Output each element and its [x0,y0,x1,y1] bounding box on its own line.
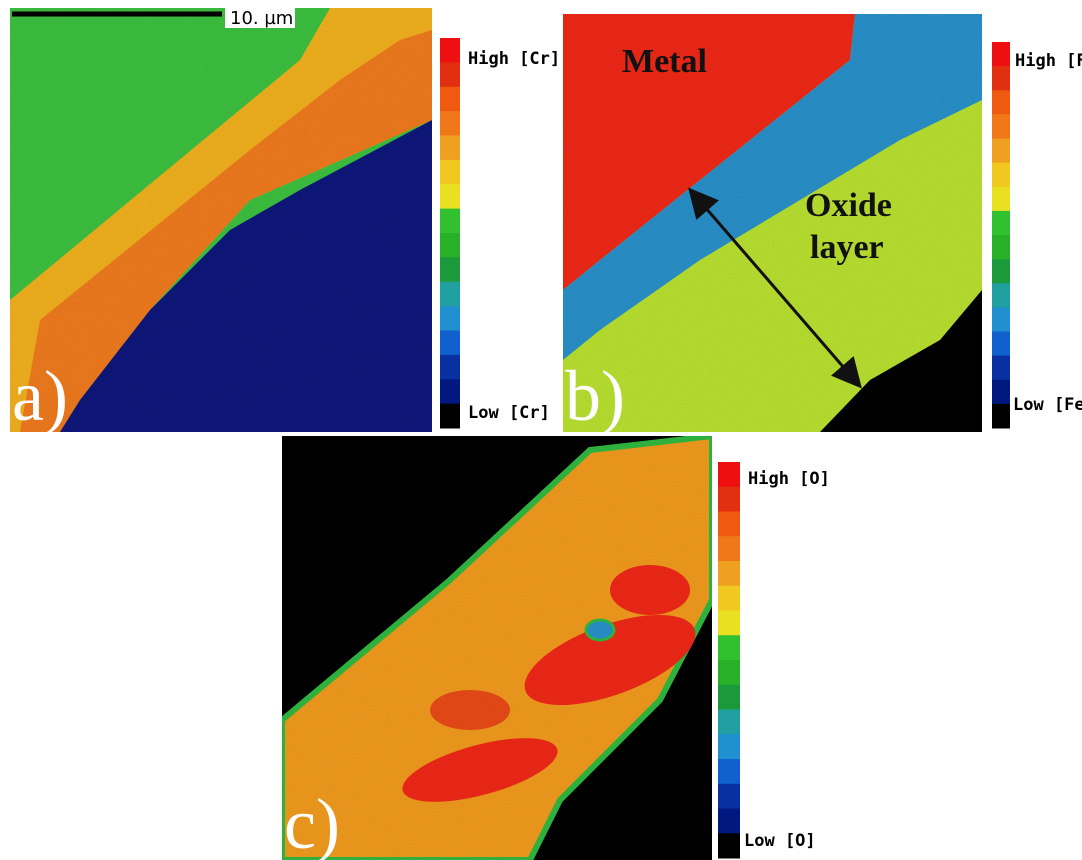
scale-swatch [992,307,1010,332]
scale-high: High [O] [748,469,830,489]
panel-c [279,432,715,860]
scale-swatch [718,486,740,512]
scale-swatch [718,610,740,636]
scale-swatch [718,536,740,562]
scale-swatch [992,355,1010,381]
color-scales [440,38,1010,859]
scale-swatch [718,462,740,488]
scale-swatch [992,283,1010,308]
scale-swatch [440,379,460,405]
scale-swatch [992,114,1010,139]
scale-swatch [718,511,740,537]
scale-swatch [440,184,460,210]
scale-swatch [440,403,460,429]
scale-swatch [440,281,460,307]
panel-label: a) [12,356,68,436]
scale-swatch [992,210,1010,236]
scale-low: Low [O] [744,831,816,851]
scale-swatch [992,66,1010,91]
scale-swatch [718,585,740,611]
scale-swatch [718,684,740,710]
scale-swatch [440,354,460,380]
scale-swatch [440,208,460,234]
scale-swatch [440,111,460,136]
scale-swatch [718,759,740,785]
scale-high: High [Cr] [468,49,560,69]
scale-swatch [718,660,740,686]
scale-low: Low [Fe] [1013,395,1082,415]
scale-swatch [440,257,460,283]
panel-label: c) [284,784,340,860]
scale-swatch [718,561,740,587]
scale-swatch [440,330,460,356]
scale-swatch [992,235,1010,260]
scale-swatch [718,734,740,760]
scale-swatch [992,379,1010,405]
scale-swatch [718,635,740,661]
panel-label: b) [565,356,625,436]
annotation: Oxide [805,187,892,224]
scale-swatch [718,833,740,859]
scale-swatch [440,306,460,331]
scale-swatch [992,138,1010,164]
scale-swatch [718,808,740,834]
annotation: layer [810,229,884,266]
arrow [688,187,862,389]
scale-swatch [440,86,460,112]
scale-high: High [Fe] [1015,51,1082,71]
scale-swatch [992,90,1010,115]
scale-swatch [992,331,1010,357]
scale-label: 10. µm [230,8,293,29]
scale-low: Low [Cr] [468,403,550,423]
scale-label-bg [225,6,295,28]
scale-swatch [992,259,1010,284]
panel-a [10,8,432,432]
scale-swatch [718,709,740,735]
scale-swatch [992,42,1010,67]
scale-swatch [440,62,460,88]
scale-swatch [992,162,1010,188]
scale-swatch [992,403,1010,429]
scale-swatch [440,233,460,258]
scale-swatch [718,783,740,809]
annotation: Metal [622,43,707,80]
scale-swatch [440,159,460,185]
scale-swatch [440,135,460,161]
scale-swatch [992,186,1010,212]
scale-swatch [440,38,460,63]
